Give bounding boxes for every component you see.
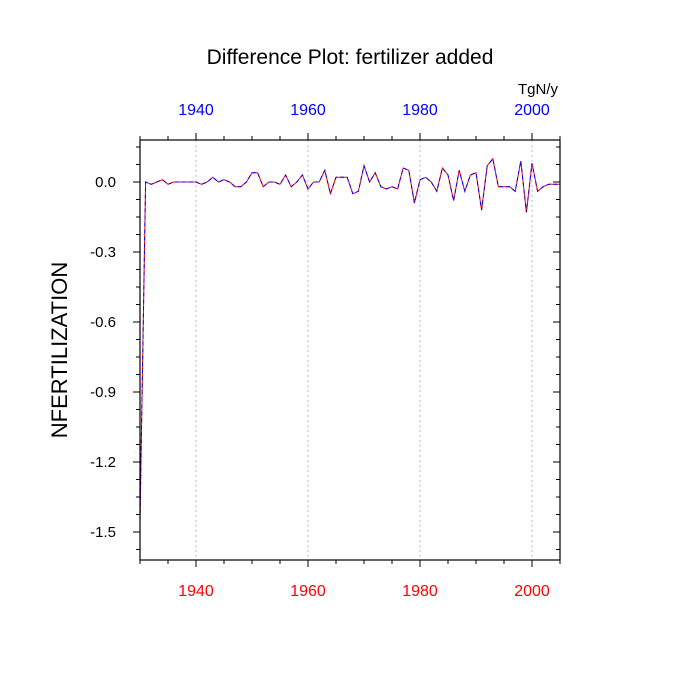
x-tick-label-bottom: 2000	[514, 583, 550, 600]
series-line-2	[139, 157, 560, 521]
units-label: TgN/y	[518, 81, 559, 98]
x-tick-label-top: 2000	[514, 102, 550, 119]
y-tick-label: -1.5	[90, 524, 116, 541]
x-tick-label-bottom: 1980	[402, 583, 438, 600]
y-tick-label: -1.2	[90, 454, 116, 471]
x-tick-label-top: 1960	[290, 102, 326, 119]
chart-title: Difference Plot: fertilizer added	[207, 46, 494, 69]
series-line-1	[139, 157, 560, 521]
x-tick-label-top: 1940	[178, 102, 214, 119]
y-tick-label: -0.9	[90, 384, 116, 401]
x-tick-label-bottom: 1940	[178, 583, 214, 600]
y-axis-label: NFERTILIZATION	[47, 262, 72, 438]
series-group	[139, 157, 560, 521]
y-tick-label: 0.0	[95, 174, 116, 191]
axis-ticks	[133, 133, 561, 567]
axis-labels: 0.0 -0.3 -0.6 -0.9 -1.2 -1.5 1940 1940 1960 1960 1…	[90, 102, 550, 600]
x-tick-label-bottom: 1960	[290, 583, 326, 600]
y-tick-label: -0.6	[90, 314, 116, 331]
grid	[195, 140, 533, 560]
x-tick-label-top: 1980	[402, 102, 438, 119]
y-tick-label: -0.3	[90, 244, 116, 261]
plot-frame	[139, 139, 561, 561]
